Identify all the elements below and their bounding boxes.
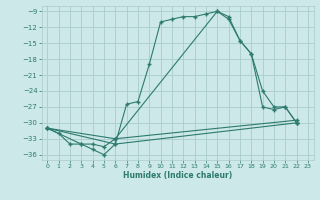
X-axis label: Humidex (Indice chaleur): Humidex (Indice chaleur) xyxy=(123,171,232,180)
